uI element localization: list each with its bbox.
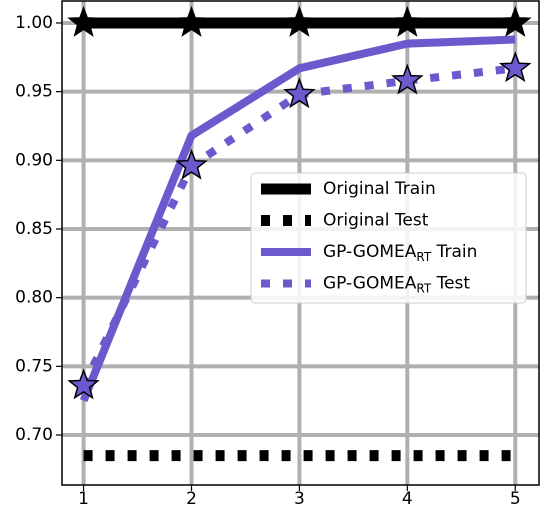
series-line [79, 35, 516, 403]
y-tick-label: 0.80 [15, 288, 53, 308]
legend-label: Original Test [323, 211, 429, 231]
plot-frame [61, 0, 540, 486]
y-tick-label: 0.85 [15, 219, 53, 239]
y-tick-label: 1.00 [15, 13, 53, 33]
star-marker [391, 63, 424, 95]
legend: Original Train Original Test GP-GOMEART Tr… [250, 172, 527, 304]
y-tick-label: 0.95 [15, 82, 53, 102]
star-marker [498, 5, 532, 37]
y-tick-label: 0.90 [15, 150, 53, 170]
star-marker [498, 51, 532, 83]
x-tick-label: 3 [294, 489, 305, 508]
star-marker [67, 5, 100, 37]
y-tick-label: 0.70 [15, 425, 53, 445]
star-marker [67, 368, 100, 400]
x-tick-label: 2 [186, 489, 197, 508]
x-tick-label: 4 [402, 489, 413, 508]
x-tick-label: 1 [78, 489, 89, 508]
legend-label: Original Train [323, 179, 436, 199]
legend-label: GP-GOMEART Test [323, 274, 470, 296]
star-marker [391, 5, 424, 37]
legend-label: GP-GOMEART Train [323, 242, 477, 264]
star-marker [175, 5, 208, 37]
star-marker [283, 5, 316, 37]
star-marker [283, 77, 316, 109]
y-tick-label: 0.75 [15, 356, 53, 376]
star-marker [175, 148, 208, 180]
legend-box [250, 172, 527, 304]
x-tick-label: 5 [510, 489, 521, 508]
